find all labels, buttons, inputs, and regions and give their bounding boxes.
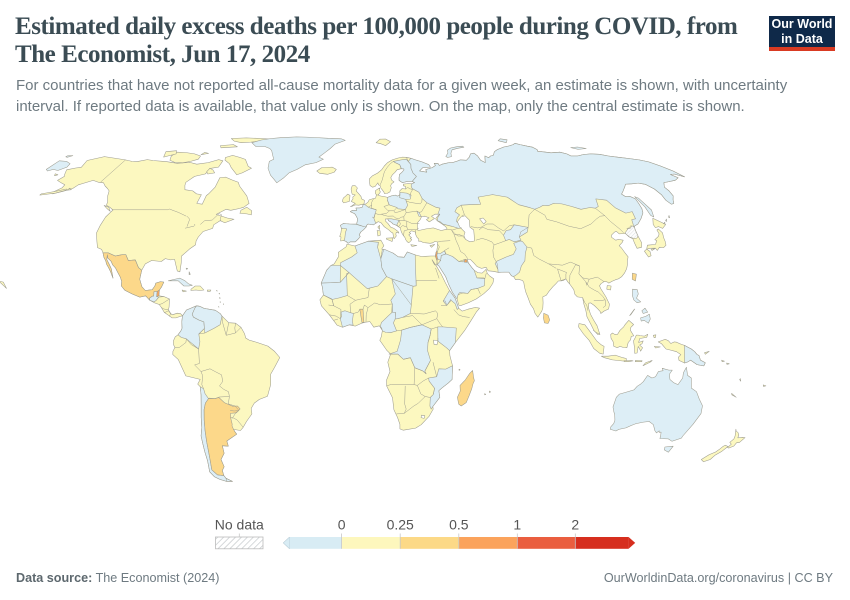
svg-text:1: 1 (513, 517, 521, 533)
svg-text:0.25: 0.25 (387, 517, 414, 533)
svg-text:0.5: 0.5 (449, 517, 469, 533)
svg-text:No data: No data (215, 517, 264, 533)
svg-text:0: 0 (338, 517, 346, 533)
svg-text:2: 2 (571, 517, 579, 533)
